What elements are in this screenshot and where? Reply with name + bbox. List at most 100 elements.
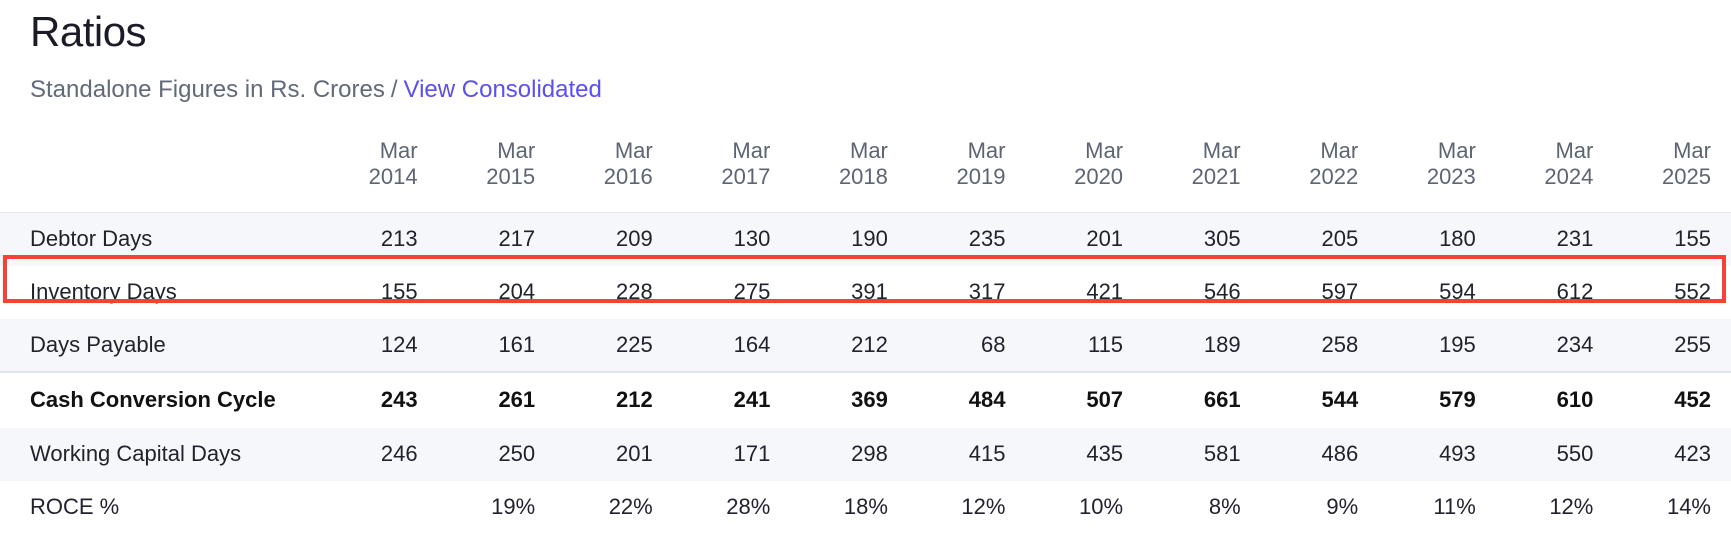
- column-header-month: Mar: [379, 138, 418, 163]
- table-body: Debtor Days 213 217 209 130 190 235 201 305 205 18…: [0, 212, 1731, 534]
- table-cell: 205: [1321, 226, 1359, 252]
- table-cell: 189: [1203, 331, 1241, 357]
- column-header-month: Mar: [967, 138, 1006, 163]
- column-header: Mar 2017: [673, 130, 791, 213]
- table-cell: 212: [851, 331, 888, 357]
- table-cell: 180: [1439, 226, 1476, 252]
- table-row: ROCE % 19% 22% 28% 18% 12% 10% 8% 9% 11% 12% 14%: [0, 481, 1731, 534]
- table-cell: 164: [733, 331, 771, 357]
- table-cell: 11%: [1433, 494, 1476, 519]
- subtitle-text: Standalone Figures in Rs. Crores: [30, 76, 385, 103]
- column-header-month: Mar: [1673, 138, 1711, 163]
- table-cell: 369: [851, 387, 888, 412]
- table-cell: 261: [498, 387, 536, 412]
- table-cell: 124: [380, 331, 418, 357]
- table-cell: 423: [1674, 441, 1711, 466]
- row-label: Inventory Days: [30, 279, 177, 304]
- table-row: Working Capital Days 246 250 201 171 298 415 43…: [0, 427, 1731, 481]
- column-header: Mar 2018: [790, 130, 908, 213]
- column-header: Mar 2021: [1143, 130, 1261, 213]
- column-header: Mar 2024: [1496, 130, 1614, 213]
- table-cell: 241: [733, 387, 771, 412]
- table-cell: 28%: [726, 494, 771, 519]
- table-cell: 22%: [608, 494, 653, 519]
- table-header-row: Mar 2014 Mar 2015 Mar 2016 Mar 2017 Mar 2018 Mar 20…: [0, 130, 1731, 213]
- table-cell: 225: [616, 331, 653, 357]
- table-cell: 610: [1556, 387, 1594, 412]
- table-cell: 10%: [1079, 494, 1124, 519]
- column-header-year: 2017: [721, 164, 771, 189]
- table-cell: 18%: [843, 494, 888, 519]
- row-label: Working Capital Days: [30, 441, 242, 466]
- table-cell: 231: [1556, 226, 1594, 252]
- row-label: ROCE %: [30, 494, 120, 519]
- column-header: Mar 2020: [1025, 130, 1143, 213]
- table-cell: [320, 481, 438, 534]
- table-cell: 204: [498, 279, 536, 304]
- table-cell: 243: [380, 387, 418, 412]
- table-cell: 507: [1086, 387, 1124, 412]
- table-cell: 234: [1556, 331, 1594, 357]
- column-header-year: 2021: [1191, 164, 1241, 189]
- table-cell: 201: [1086, 226, 1124, 252]
- table-cell: 452: [1674, 387, 1711, 412]
- column-header-month: Mar: [1085, 138, 1124, 163]
- row-label: Debtor Days: [30, 226, 153, 252]
- column-header: Mar 2022: [1261, 130, 1379, 213]
- column-header-year: 2014: [368, 164, 418, 189]
- table-cell: 190: [851, 226, 888, 252]
- table-row: Inventory Days 155 204 228 275 391 317 421 546 59…: [0, 266, 1731, 319]
- subtitle-separator: /: [390, 76, 398, 103]
- table-cell: 594: [1439, 279, 1476, 304]
- table-cell: 212: [616, 387, 653, 412]
- table-cell: 486: [1321, 441, 1359, 466]
- column-header: Mar 2015: [438, 130, 556, 213]
- table-cell: 217: [498, 226, 536, 252]
- table-row: Cash Conversion Cycle 243 261 212 241 369 484 5…: [0, 371, 1731, 428]
- column-header-month: Mar: [1555, 138, 1594, 163]
- table-cell: 484: [968, 387, 1006, 412]
- table-row: Debtor Days 213 217 209 130 190 235 201 305 205 18…: [0, 212, 1731, 266]
- table-cell: 19%: [491, 494, 536, 519]
- column-header-year: 2020: [1074, 164, 1124, 189]
- table-cell: 12%: [1549, 494, 1594, 519]
- table-cell: 228: [616, 279, 653, 304]
- table-cell: 155: [380, 279, 418, 304]
- table-cell: 171: [733, 441, 771, 466]
- header-label-cell: [0, 130, 320, 213]
- table-cell: 195: [1439, 331, 1476, 357]
- column-header: Mar 2016: [555, 130, 673, 213]
- table-cell: 579: [1439, 387, 1476, 412]
- table-cell: 421: [1086, 279, 1124, 304]
- table-cell: 213: [380, 226, 418, 252]
- column-header: Mar 2023: [1378, 130, 1496, 213]
- table-cell: 246: [380, 441, 418, 466]
- table-cell: 612: [1556, 279, 1594, 304]
- column-header-month: Mar: [850, 138, 888, 163]
- table-cell: 317: [968, 279, 1006, 304]
- table-cell: 552: [1674, 279, 1711, 304]
- table-cell: 155: [1674, 226, 1711, 252]
- view-consolidated-link[interactable]: View Consolidated: [403, 76, 602, 103]
- table-cell: 130: [733, 226, 771, 252]
- table-cell: 258: [1321, 331, 1359, 357]
- table-cell: 415: [968, 441, 1006, 466]
- column-header-year: 2018: [838, 164, 888, 189]
- ratios-table: Mar 2014 Mar 2015 Mar 2016 Mar 2017 Mar 2018 Mar 20…: [0, 130, 1731, 534]
- table-row: Days Payable 124 161 225 164 212 68 115 189 258 19…: [0, 318, 1731, 372]
- table-cell: 9%: [1326, 494, 1359, 519]
- column-header-year: 2024: [1544, 164, 1594, 189]
- column-header-year: 2015: [486, 164, 536, 189]
- column-header-year: 2022: [1309, 164, 1359, 189]
- table-cell: 255: [1674, 331, 1711, 357]
- table-cell: 550: [1556, 441, 1594, 466]
- column-header-month: Mar: [1320, 138, 1359, 163]
- column-header-month: Mar: [1202, 138, 1241, 163]
- column-header: Mar 2014: [320, 130, 438, 213]
- column-header-year: 2023: [1426, 164, 1476, 189]
- page-title: Ratios: [30, 8, 147, 55]
- table-cell: 544: [1321, 387, 1359, 412]
- table-cell: 435: [1086, 441, 1124, 466]
- column-header-month: Mar: [614, 138, 653, 163]
- table-cell: 546: [1203, 279, 1241, 304]
